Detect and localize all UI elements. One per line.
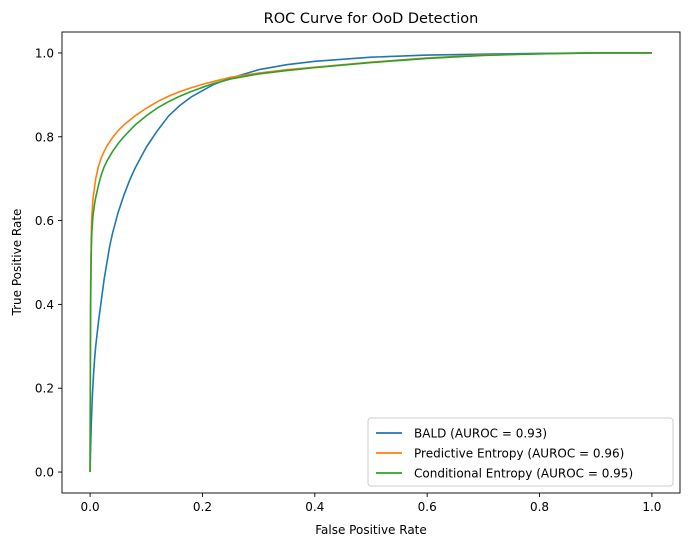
x-tick-label: 0.2 (193, 500, 212, 514)
x-tick-label: 0.8 (530, 500, 549, 514)
legend: BALD (AUROC = 0.93) Predictive Entropy (A… (367, 417, 674, 487)
y-axis: 0.0 0.2 0.4 0.6 0.8 1.0 (35, 46, 62, 480)
y-tick-label: 0.6 (35, 214, 54, 228)
x-axis: 0.0 0.2 0.4 0.6 0.8 1.0 (81, 493, 661, 514)
x-tick-label: 1.0 (642, 500, 661, 514)
chart-title: ROC Curve for OoD Detection (264, 11, 479, 27)
y-tick-label: 1.0 (35, 46, 54, 60)
y-tick-label: 0.0 (35, 466, 54, 480)
x-tick-label: 0.0 (81, 500, 100, 514)
legend-label-1: Predictive Entropy (AUROC = 0.96) (414, 447, 624, 461)
plot-frame (61, 31, 681, 494)
legend-label-0: BALD (AUROC = 0.93) (414, 427, 547, 441)
y-tick-label: 0.2 (35, 382, 54, 396)
legend-box (367, 417, 674, 487)
series-line-0 (89, 52, 652, 473)
x-tick-label: 0.6 (418, 500, 437, 514)
x-axis-label: False Positive Rate (315, 523, 427, 537)
y-tick-label: 0.8 (35, 130, 54, 144)
series-line-2 (89, 52, 652, 473)
x-tick-label: 0.4 (305, 500, 324, 514)
plot-area (61, 31, 681, 494)
legend-label-2: Conditional Entropy (AUROC = 0.95) (414, 467, 633, 481)
y-axis-label: True Positive Rate (10, 209, 24, 317)
y-tick-label: 0.4 (35, 298, 54, 312)
series-layer (89, 52, 652, 473)
